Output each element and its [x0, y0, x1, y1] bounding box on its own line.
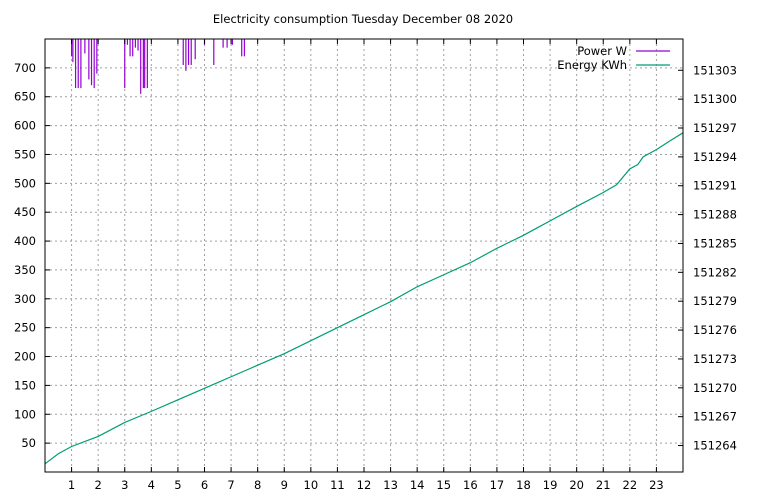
x-tick-label: 19: [543, 478, 558, 492]
y-axis-right: 151264 151267 151270 151273 151276 151279 1512…: [678, 63, 737, 453]
x-tick-label: 11: [330, 478, 345, 492]
y-left-tick-label: 200: [14, 350, 36, 364]
y-left-tick-label: 600: [14, 119, 36, 133]
x-tick-label: 17: [490, 478, 505, 492]
y-right-tick-label: 151264: [693, 439, 737, 453]
y-right-tick-label: 151279: [693, 294, 737, 308]
y-right-tick-label: 151297: [693, 121, 737, 135]
x-tick-label: 4: [148, 478, 155, 492]
x-axis: 1 2 3 4 5 6 7 8 9 10 11 12 13 14 15 16 17 18 19 20 21 22 23: [68, 39, 664, 492]
y-right-tick-label: 151291: [693, 179, 737, 193]
legend: Power W Energy KWh: [557, 44, 670, 72]
y-left-tick-label: 100: [14, 407, 36, 421]
x-tick-label: 6: [201, 478, 208, 492]
series-energy-kwh: [44, 132, 684, 465]
x-tick-label: 22: [623, 478, 638, 492]
y-left-tick-label: 150: [14, 378, 36, 392]
grid: [45, 39, 683, 472]
x-tick-label: 15: [436, 478, 451, 492]
y-right-tick-label: 151300: [693, 92, 737, 106]
y-left-tick-label: 450: [14, 205, 36, 219]
x-tick-label: 13: [383, 478, 398, 492]
y-right-tick-label: 151267: [693, 410, 737, 424]
x-tick-label: 3: [121, 478, 128, 492]
y-left-tick-label: 650: [14, 90, 36, 104]
y-left-tick-label: 550: [14, 147, 36, 161]
x-tick-label: 8: [254, 478, 261, 492]
x-tick-label: 10: [304, 478, 319, 492]
y-axis-left: 50 100 150 200 250 300 350 400 450 500 550 600 650 70…: [14, 61, 50, 450]
y-right-tick-label: 151285: [693, 236, 737, 250]
chart-title: Electricity consumption Tuesday December…: [213, 12, 513, 26]
x-tick-label: 14: [410, 478, 425, 492]
y-left-tick-label: 350: [14, 263, 36, 277]
x-tick-label: 9: [281, 478, 288, 492]
energy-line: [44, 132, 684, 465]
y-left-tick-label: 700: [14, 61, 36, 75]
y-left-tick-label: 500: [14, 176, 36, 190]
y-right-tick-label: 151270: [693, 381, 737, 395]
x-tick-label: 21: [596, 478, 611, 492]
legend-item-energy: Energy KWh: [557, 58, 670, 72]
y-left-tick-label: 300: [14, 292, 36, 306]
x-tick-label: 18: [516, 478, 531, 492]
x-tick-label: 5: [174, 478, 181, 492]
y-right-tick-label: 151276: [693, 323, 737, 337]
x-tick-label: 20: [569, 478, 584, 492]
x-tick-label: 1: [68, 478, 75, 492]
x-tick-label: 23: [649, 478, 664, 492]
x-tick-label: 7: [227, 478, 234, 492]
series-power-w: [70, 39, 245, 94]
y-left-tick-label: 400: [14, 234, 36, 248]
y-right-tick-label: 151288: [693, 208, 737, 222]
legend-label-power: Power W: [577, 44, 627, 58]
x-tick-label: 2: [95, 478, 102, 492]
x-tick-label: 16: [463, 478, 478, 492]
legend-label-energy: Energy KWh: [557, 58, 627, 72]
legend-item-power: Power W: [577, 44, 670, 58]
y-left-tick-label: 50: [21, 436, 36, 450]
y-left-tick-label: 250: [14, 321, 36, 335]
x-tick-label: 12: [357, 478, 372, 492]
y-right-tick-label: 151282: [693, 265, 737, 279]
y-right-tick-label: 151294: [693, 150, 737, 164]
y-right-tick-label: 151303: [693, 63, 737, 77]
y-right-tick-label: 151273: [693, 352, 737, 366]
